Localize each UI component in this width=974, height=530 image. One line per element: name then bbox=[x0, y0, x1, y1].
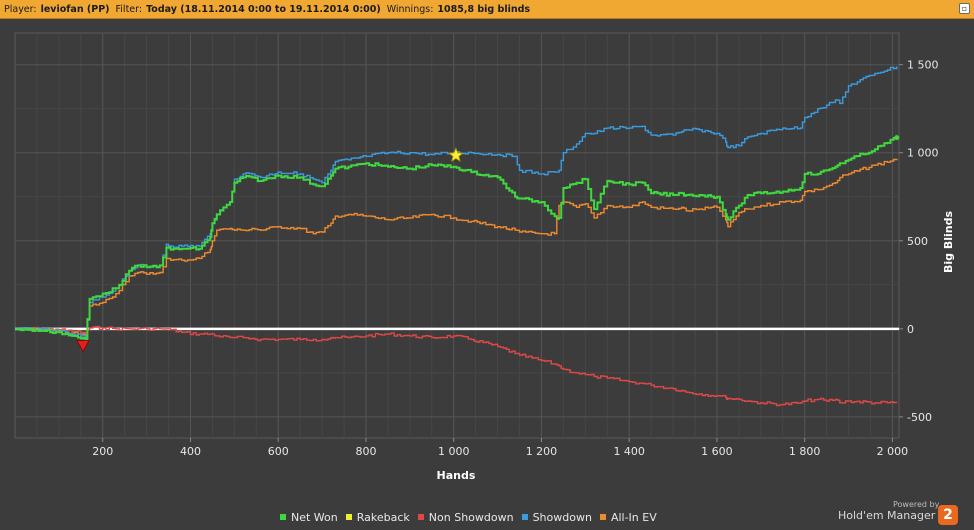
legend-label: Net Won bbox=[291, 510, 338, 524]
min-winnings-triangle-icon bbox=[76, 340, 90, 353]
y-tick-label: 0 bbox=[907, 323, 914, 336]
restore-window-button[interactable]: ▫ bbox=[959, 3, 970, 14]
plot-area bbox=[14, 32, 900, 439]
legend-label: Rakeback bbox=[356, 510, 410, 524]
winnings-label: Winnings: bbox=[386, 3, 434, 15]
player-value: leviofan (PP) bbox=[40, 3, 110, 15]
legend-item[interactable]: Rakeback bbox=[345, 510, 410, 524]
x-tick-label: 200 bbox=[92, 445, 113, 458]
series-non-showdown-line bbox=[15, 325, 898, 407]
x-tick-label: 1 600 bbox=[701, 445, 733, 458]
y-tick-label: 500 bbox=[907, 235, 928, 248]
x-tick-label: 800 bbox=[355, 445, 376, 458]
legend-item[interactable]: Showdown bbox=[521, 510, 592, 524]
legend-swatch-icon bbox=[417, 514, 424, 520]
winnings-chart: 200 400 600 800 1 000 1 200 1 400 1 600 1 800 2 0… bbox=[14, 32, 955, 482]
chart-markers bbox=[76, 135, 900, 353]
y-tick-label: -500 bbox=[907, 411, 932, 424]
legend-swatch-icon bbox=[345, 514, 352, 520]
x-tick-label: 1 000 bbox=[438, 445, 470, 458]
x-tick-label: 1 200 bbox=[526, 445, 558, 458]
chart-grid bbox=[14, 32, 900, 439]
player-label: Player: bbox=[4, 3, 37, 15]
filter-value: Today (18.11.2014 0:00 to 19.11.2014 0:0… bbox=[146, 3, 381, 15]
powered-by-text: Powered by bbox=[893, 500, 940, 509]
y-axis-label: Big Blinds bbox=[942, 211, 955, 273]
net-won-end-point bbox=[894, 135, 900, 141]
x-tick-label: 400 bbox=[180, 445, 201, 458]
legend-swatch-icon bbox=[280, 514, 286, 520]
brand-logo-icon: 2 bbox=[938, 505, 958, 525]
filter-label: Filter: bbox=[115, 3, 143, 15]
legend-swatch-icon bbox=[599, 514, 606, 520]
x-tick-label: 2 000 bbox=[877, 445, 909, 458]
legend-item[interactable]: Non Showdown bbox=[417, 510, 514, 524]
x-axis-label: Hands bbox=[437, 469, 476, 482]
legend-swatch-icon bbox=[521, 514, 528, 520]
series-all-in-ev-line bbox=[15, 158, 898, 336]
max-winnings-star-icon bbox=[448, 147, 464, 162]
chart-header: Player: leviofan (PP) Filter: Today (18.… bbox=[0, 0, 974, 19]
x-tick-label: 600 bbox=[268, 445, 289, 458]
legend-label: Showdown bbox=[532, 510, 592, 524]
legend-label: All-In EV bbox=[610, 510, 657, 524]
y-tick-label: 1 000 bbox=[907, 147, 939, 160]
chart-axes: 200 400 600 800 1 000 1 200 1 400 1 600 1 800 2 0… bbox=[92, 59, 938, 458]
brand-name: Hold'em Manager bbox=[838, 509, 936, 522]
legend-label: Non Showdown bbox=[428, 510, 514, 524]
series-net-won-line bbox=[15, 137, 898, 341]
x-tick-label: 1 800 bbox=[789, 445, 821, 458]
legend-item[interactable]: Net Won bbox=[280, 511, 338, 524]
x-tick-label: 1 400 bbox=[613, 445, 645, 458]
legend-item[interactable]: All-In EV bbox=[599, 510, 657, 524]
chart-legend: Net Won Rakeback Non Showdown Showdown All-I… bbox=[280, 510, 665, 524]
winnings-value: 1085,8 big blinds bbox=[437, 3, 531, 15]
y-tick-label: 1 500 bbox=[907, 59, 939, 72]
